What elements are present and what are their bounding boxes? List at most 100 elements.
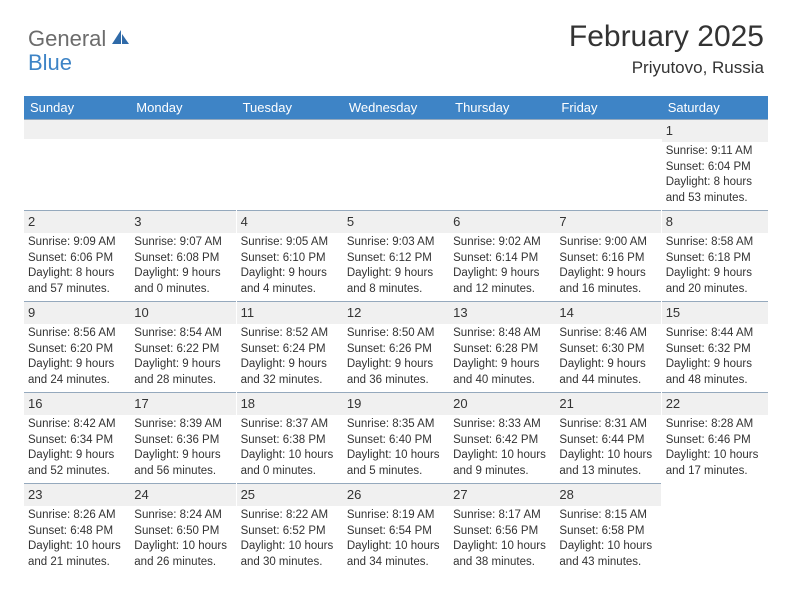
day-info: Sunrise: 9:11 AMSunset: 6:04 PMDaylight:… [666,144,764,206]
sunset-text: Sunset: 6:40 PM [347,433,445,449]
day-info: Sunrise: 9:09 AMSunset: 6:06 PMDaylight:… [28,235,126,297]
daynum-row: 3 [130,210,236,233]
logo-sail-icon [110,28,130,51]
day-info: Sunrise: 8:46 AMSunset: 6:30 PMDaylight:… [559,326,657,388]
day-number: 24 [134,487,148,502]
day-info: Sunrise: 8:52 AMSunset: 6:24 PMDaylight:… [241,326,339,388]
sunset-text: Sunset: 6:16 PM [559,251,657,267]
day-info: Sunrise: 8:31 AMSunset: 6:44 PMDaylight:… [559,417,657,479]
day-cell: 20Sunrise: 8:33 AMSunset: 6:42 PMDayligh… [449,392,555,483]
blank-day-strip [24,119,130,139]
sunrise-text: Sunrise: 8:33 AM [453,417,551,433]
day-cell: 27Sunrise: 8:17 AMSunset: 6:56 PMDayligh… [449,483,555,574]
sunrise-text: Sunrise: 9:05 AM [241,235,339,251]
daynum-row: 21 [555,392,661,415]
day-cell: 17Sunrise: 8:39 AMSunset: 6:36 PMDayligh… [130,392,236,483]
sunset-text: Sunset: 6:12 PM [347,251,445,267]
sunset-text: Sunset: 6:10 PM [241,251,339,267]
calendar-cell: 2Sunrise: 9:09 AMSunset: 6:06 PMDaylight… [24,210,130,301]
sunrise-text: Sunrise: 9:03 AM [347,235,445,251]
calendar-cell: 17Sunrise: 8:39 AMSunset: 6:36 PMDayligh… [130,392,236,483]
day-info: Sunrise: 8:35 AMSunset: 6:40 PMDaylight:… [347,417,445,479]
calendar-cell: 13Sunrise: 8:48 AMSunset: 6:28 PMDayligh… [449,301,555,392]
sunrise-text: Sunrise: 8:56 AM [28,326,126,342]
calendar-cell: 21Sunrise: 8:31 AMSunset: 6:44 PMDayligh… [555,392,661,483]
calendar-cell: 11 Sunrise: 8:52 AMSunset: 6:24 PMDayligh… [237,301,343,392]
daynum-row: 26 [343,483,449,506]
day-number: 6 [453,214,460,229]
day-info: Sunrise: 8:28 AMSunset: 6:46 PMDaylight:… [666,417,764,479]
logo-text-general: General [28,26,106,52]
sunset-text: Sunset: 6:06 PM [28,251,126,267]
daylight-text: Daylight: 9 hours and 0 minutes. [134,266,232,297]
daylight-text: Daylight: 10 hours and 9 minutes. [453,448,551,479]
header: General February 2025 Priyutovo, Russia [0,0,792,86]
daynum-row: 17 [130,392,236,415]
day-number: 5 [347,214,354,229]
day-info: Sunrise: 9:03 AMSunset: 6:12 PMDaylight:… [347,235,445,297]
sunset-text: Sunset: 6:50 PM [134,524,232,540]
day-info: Sunrise: 8:22 AMSunset: 6:52 PMDaylight:… [241,508,339,570]
sunset-text: Sunset: 6:48 PM [28,524,126,540]
sunset-text: Sunset: 6:22 PM [134,342,232,358]
daylight-text: Daylight: 9 hours and 24 minutes. [28,357,126,388]
daylight-text: Daylight: 9 hours and 16 minutes. [559,266,657,297]
calendar-cell: 22 Sunrise: 8:28 AMSunset: 6:46 PMDayligh… [662,392,768,483]
daynum-row: 1 [662,119,768,142]
day-info: Sunrise: 8:17 AMSunset: 6:56 PMDaylight:… [453,508,551,570]
daynum-row: 5 [343,210,449,233]
sunrise-text: Sunrise: 8:44 AM [666,326,764,342]
calendar-body: 1Sunrise: 9:11 AMSunset: 6:04 PMDaylight… [24,119,768,574]
day-cell: 2Sunrise: 9:09 AMSunset: 6:06 PMDaylight… [24,210,130,301]
calendar-week-row: 23Sunrise: 8:26 AMSunset: 6:48 PMDayligh… [24,483,768,574]
day-number: 18 [241,396,255,411]
sunrise-text: Sunrise: 9:02 AM [453,235,551,251]
day-cell: 5 Sunrise: 9:03 AMSunset: 6:12 PMDaylight… [343,210,449,301]
daynum-row: 20 [449,392,555,415]
day-cell: 18 Sunrise: 8:37 AMSunset: 6:38 PMDayligh… [237,392,343,483]
calendar-week-row: 9Sunrise: 8:56 AMSunset: 6:20 PMDaylight… [24,301,768,392]
daynum-row: 2 [24,210,130,233]
sunset-text: Sunset: 6:24 PM [241,342,339,358]
day-info: Sunrise: 8:50 AMSunset: 6:26 PMDaylight:… [347,326,445,388]
day-number: 11 [241,305,255,320]
calendar-cell: 12Sunrise: 8:50 AMSunset: 6:26 PMDayligh… [343,301,449,392]
daynum-row: 9 [24,301,130,324]
daynum-row: 4 [237,210,343,233]
sunset-text: Sunset: 6:20 PM [28,342,126,358]
sunrise-text: Sunrise: 8:37 AM [241,417,339,433]
daylight-text: Daylight: 10 hours and 0 minutes. [241,448,339,479]
sunrise-text: Sunrise: 8:46 AM [559,326,657,342]
daynum-row: 16 [24,392,130,415]
day-header: Friday [555,96,661,119]
daynum-row: 12 [343,301,449,324]
blank-day-strip [237,119,343,139]
daylight-text: Daylight: 9 hours and 20 minutes. [666,266,764,297]
day-cell: 10Sunrise: 8:54 AMSunset: 6:22 PMDayligh… [130,301,236,392]
calendar-cell: 6Sunrise: 9:02 AMSunset: 6:14 PMDaylight… [449,210,555,301]
day-number: 22 [666,396,680,411]
calendar-cell: 9Sunrise: 8:56 AMSunset: 6:20 PMDaylight… [24,301,130,392]
sunrise-text: Sunrise: 9:07 AM [134,235,232,251]
day-header: Saturday [662,96,768,119]
daylight-text: Daylight: 9 hours and 4 minutes. [241,266,339,297]
sunset-text: Sunset: 6:58 PM [559,524,657,540]
sunset-text: Sunset: 6:38 PM [241,433,339,449]
day-info: Sunrise: 8:56 AMSunset: 6:20 PMDaylight:… [28,326,126,388]
calendar-cell: 7Sunrise: 9:00 AMSunset: 6:16 PMDaylight… [555,210,661,301]
daylight-text: Daylight: 10 hours and 34 minutes. [347,539,445,570]
calendar-cell: 15Sunrise: 8:44 AMSunset: 6:32 PMDayligh… [662,301,768,392]
day-number: 7 [559,214,566,229]
daylight-text: Daylight: 9 hours and 12 minutes. [453,266,551,297]
calendar-cell: 5 Sunrise: 9:03 AMSunset: 6:12 PMDaylight… [343,210,449,301]
day-cell: 28Sunrise: 8:15 AMSunset: 6:58 PMDayligh… [555,483,661,574]
day-cell: 19Sunrise: 8:35 AMSunset: 6:40 PMDayligh… [343,392,449,483]
daylight-text: Daylight: 10 hours and 17 minutes. [666,448,764,479]
day-cell: 9Sunrise: 8:56 AMSunset: 6:20 PMDaylight… [24,301,130,392]
day-cell: 14Sunrise: 8:46 AMSunset: 6:30 PMDayligh… [555,301,661,392]
sunset-text: Sunset: 6:52 PM [241,524,339,540]
daynum-row: 10 [130,301,236,324]
day-number: 26 [347,487,361,502]
sunrise-text: Sunrise: 8:28 AM [666,417,764,433]
sunset-text: Sunset: 6:04 PM [666,160,764,176]
